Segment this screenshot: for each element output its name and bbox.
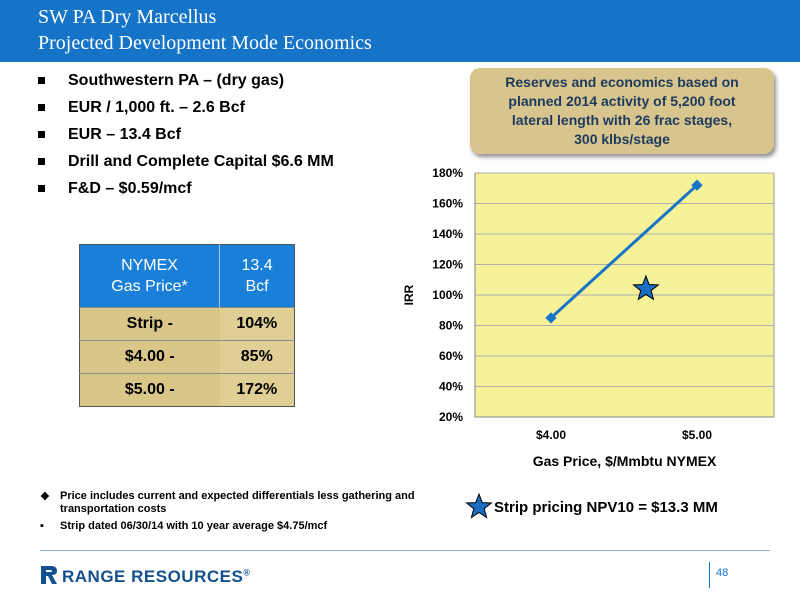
trademark-mark: ® — [243, 567, 251, 578]
table-cell-irr: 172% — [219, 373, 295, 407]
bullet-text: Southwestern PA – (dry gas) — [68, 72, 285, 89]
data-point — [691, 179, 703, 191]
footer-divider — [40, 550, 770, 551]
header-price-line1: NYMEX — [121, 257, 178, 274]
table-row: $5.00 - 172% — [79, 373, 295, 407]
economics-table: NYMEX Gas Price* 13.4 Bcf Strip - 104% $4.… — [79, 244, 295, 407]
callout-line: Reserves and economics based on — [505, 74, 739, 90]
y-tick-label: 180% — [432, 166, 463, 180]
bullet-text: Drill and Complete Capital $6.6 MM — [68, 153, 334, 170]
table-row: Strip - 104% — [79, 307, 295, 341]
callout-line: lateral length with 26 frac stages, — [511, 112, 733, 128]
header-reserves-line2: Bcf — [245, 278, 269, 295]
bullet-square-icon — [38, 158, 45, 165]
company-name: RANGE RESOURCES® — [62, 567, 250, 587]
x-tick-label: $4.00 — [536, 428, 566, 442]
footnote-text: Price includes current and expected diff… — [60, 490, 415, 515]
bullet-square-icon — [38, 185, 45, 192]
company-name-text: RANGE RESOURCES — [62, 567, 244, 586]
bullet-text: F&D – $0.59/mcf — [68, 180, 192, 197]
diamond-bullet-icon: ❖ — [40, 491, 50, 503]
table-header-price: NYMEX Gas Price* — [79, 244, 221, 308]
y-tick-label: 60% — [439, 349, 463, 363]
bullet-text: EUR / 1,000 ft. – 2.6 Bcf — [68, 99, 245, 116]
bullet-square-icon — [38, 104, 45, 111]
footnote-text: Strip dated 06/30/14 with 10 year averag… — [60, 520, 328, 532]
x-tick-label: $5.00 — [682, 428, 712, 442]
header-price-line2: Gas Price* — [111, 278, 188, 295]
strip-pricing-star-icon — [632, 274, 660, 301]
title-bar: SW PA Dry Marcellus Projected Developmen… — [0, 0, 800, 62]
table-cell-irr: 85% — [219, 340, 295, 374]
page-number-divider — [709, 562, 710, 588]
callout-line: 300 klbs/stage — [574, 131, 670, 147]
data-point — [545, 312, 557, 324]
y-tick-label: 140% — [432, 227, 463, 241]
y-tick-label: 80% — [439, 319, 463, 333]
range-logo-icon — [41, 566, 57, 584]
y-axis-label: IRR — [402, 284, 416, 305]
y-tick-label: 40% — [439, 380, 463, 394]
callout-line: planned 2014 activity of 5,200 foot — [508, 93, 736, 109]
table-cell-irr: 104% — [219, 307, 295, 341]
bullet-square-icon — [38, 131, 45, 138]
y-tick-label: 160% — [432, 197, 463, 211]
y-tick-label: 120% — [432, 258, 463, 272]
table-row: $4.00 - 85% — [79, 340, 295, 374]
x-axis-label: Gas Price, $/Mmbtu NYMEX — [533, 453, 717, 469]
page-number: 48 — [716, 567, 729, 579]
table-header-row: NYMEX Gas Price* 13.4 Bcf — [79, 244, 295, 308]
strip-pricing-note: Strip pricing NPV10 = $13.3 MM — [494, 499, 718, 516]
table-cell-price: $5.00 - — [79, 373, 220, 407]
slide-title-line1: SW PA Dry Marcellus — [38, 6, 217, 28]
assumptions-callout: Reserves and economics based on planned … — [470, 68, 774, 154]
slide-title-line2: Projected Development Mode Economics — [38, 32, 372, 54]
bullet-square-icon — [38, 77, 45, 84]
square-bullet-icon: ▪ — [40, 520, 44, 532]
table-header-reserves: 13.4 Bcf — [219, 244, 295, 308]
bullet-text: EUR – 13.4 Bcf — [68, 126, 181, 143]
irr-series-line — [549, 184, 699, 319]
y-tick-label: 20% — [439, 410, 463, 424]
header-reserves-line1: 13.4 — [241, 257, 273, 274]
table-cell-price: Strip - — [79, 307, 220, 341]
table-cell-price: $4.00 - — [79, 340, 220, 374]
y-tick-label: 100% — [432, 288, 463, 302]
legend-star-icon — [465, 492, 493, 519]
